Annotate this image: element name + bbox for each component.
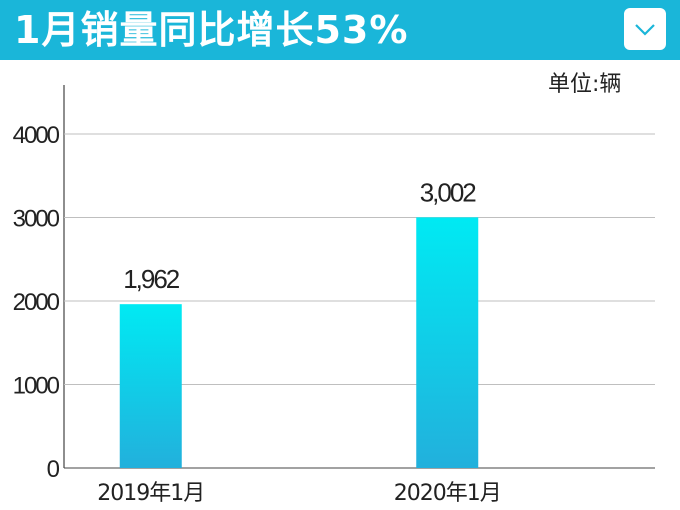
y-tick-label: 2000 bbox=[13, 289, 60, 316]
bar bbox=[416, 217, 479, 468]
dropdown-button[interactable] bbox=[624, 8, 666, 50]
chevron-down-icon bbox=[635, 24, 655, 36]
x-category-label: 2020年1月 bbox=[394, 481, 501, 506]
data-label: 1,962 bbox=[123, 264, 180, 294]
unit-label: 单位:辆 bbox=[548, 72, 622, 97]
header-bar: 1月销量同比增长53% bbox=[0, 0, 680, 60]
y-tick-label: 4000 bbox=[13, 122, 60, 149]
bar-chart: 0 1000 2000 3000 4000 1,962 2019年1月 3,002 2020年1… bbox=[13, 85, 655, 506]
y-tick-label: 0 bbox=[47, 456, 60, 483]
data-label: 3,002 bbox=[420, 177, 477, 207]
y-tick-label: 1000 bbox=[13, 373, 60, 400]
x-category-label: 2019年1月 bbox=[97, 481, 204, 506]
y-tick-label: 3000 bbox=[13, 206, 60, 233]
page-title: 1月销量同比增长53% bbox=[14, 8, 409, 52]
bar bbox=[119, 304, 182, 468]
